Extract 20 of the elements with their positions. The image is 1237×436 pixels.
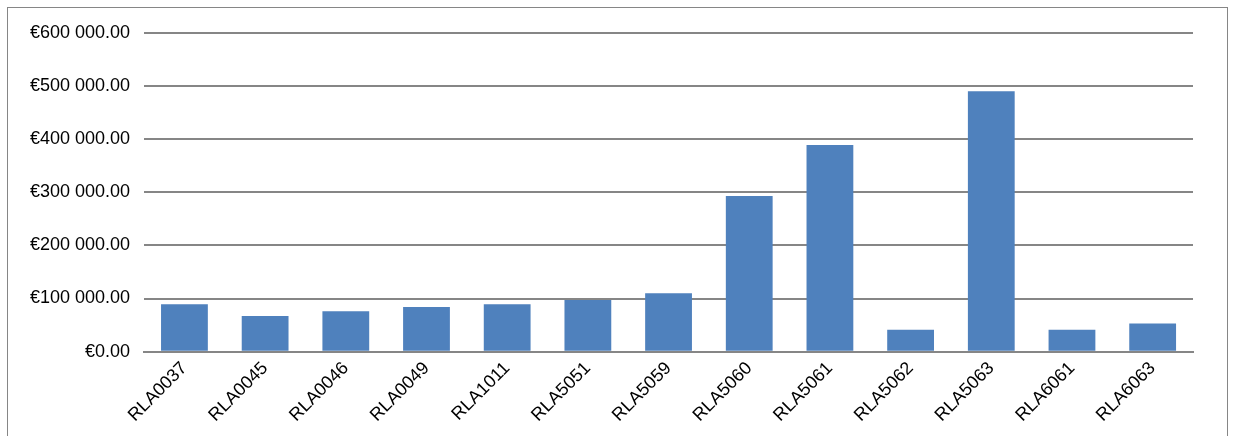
y-tick-label: €100 000.00 <box>29 287 131 308</box>
y-tick-label: €0.00 <box>85 340 131 361</box>
y-tick-label: €200 000.00 <box>29 234 131 255</box>
bar <box>161 304 208 351</box>
bar <box>483 304 531 351</box>
y-tick-label: €600 000.00 <box>29 21 131 42</box>
bar <box>645 293 692 351</box>
y-tick-label: €500 000.00 <box>29 74 131 95</box>
bar <box>403 307 450 351</box>
bar <box>967 91 1015 351</box>
y-tick-label: €400 000.00 <box>29 128 131 149</box>
bar <box>806 144 854 351</box>
bar <box>1129 323 1177 351</box>
bar <box>1048 329 1096 351</box>
bar <box>887 329 934 351</box>
bar <box>241 316 289 351</box>
bar <box>564 300 612 351</box>
y-tick-label: €300 000.00 <box>29 181 131 202</box>
bar <box>725 195 773 351</box>
bar <box>322 311 370 351</box>
